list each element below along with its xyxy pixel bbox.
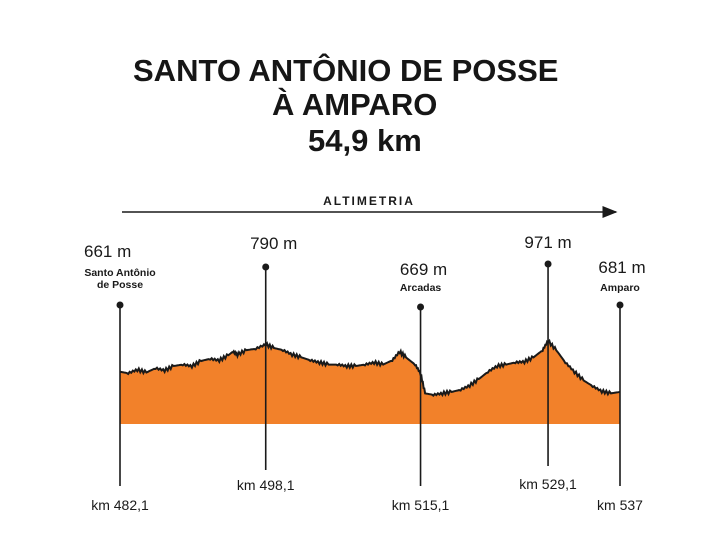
waypoint-place-label: de Posse (97, 279, 143, 291)
waypoint-km-label: km 482,1 (91, 497, 149, 513)
waypoint-place-label: Amparo (600, 282, 640, 294)
elevation-area (120, 340, 620, 424)
title-line-2: À AMPARO (272, 87, 438, 122)
waypoint-km-label: km 515,1 (392, 497, 450, 513)
waypoint-dot (544, 260, 552, 268)
waypoint-altitude-label: 971 m (524, 233, 571, 252)
waypoint-place-label: Arcadas (400, 282, 442, 294)
waypoint-altitude-label: 681 m (598, 258, 645, 277)
waypoint-dot (417, 303, 425, 311)
title-line-3: 54,9 km (308, 123, 422, 158)
chart-title: ALTIMETRIA (323, 194, 415, 208)
elevation-line (119, 338, 621, 398)
waypoint-altitude-label: 669 m (400, 260, 447, 279)
waypoint-altitude-label: 790 m (250, 234, 297, 253)
waypoint-dot (262, 263, 270, 271)
waypoint-place-label: Santo Antônio (84, 267, 155, 279)
waypoint-km-label: km 537 (597, 497, 643, 513)
waypoint-km-label: km 498,1 (237, 477, 295, 493)
waypoint-dot (116, 301, 124, 309)
title-line-1: SANTO ANTÔNIO DE POSSE (133, 53, 559, 88)
waypoint-altitude-label: 661 m (84, 242, 131, 261)
waypoint-dot (616, 301, 624, 309)
waypoint-km-label: km 529,1 (519, 476, 577, 492)
